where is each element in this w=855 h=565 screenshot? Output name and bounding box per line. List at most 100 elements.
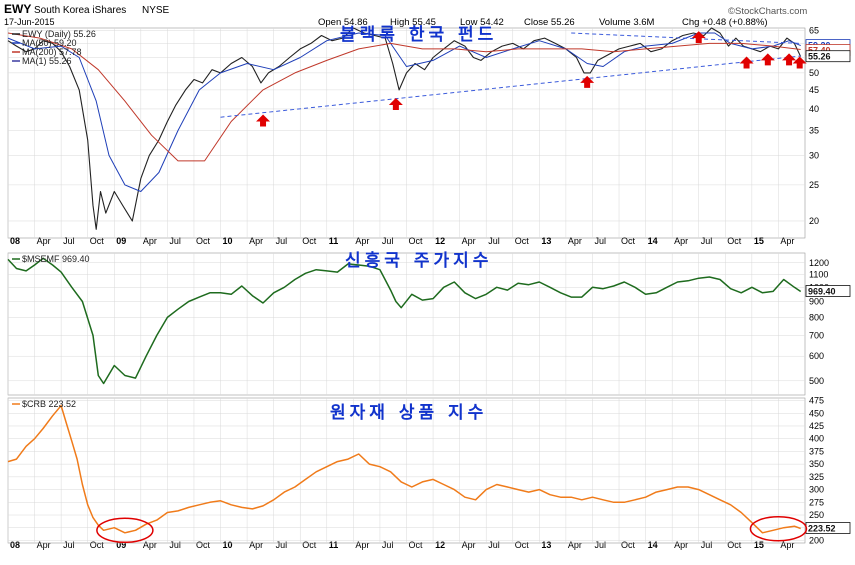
x-tick-label: Oct — [409, 236, 424, 246]
x-tick-label: Jul — [276, 540, 288, 550]
x-tick-label: 09 — [116, 236, 126, 246]
header-open: Open 54.86 — [318, 17, 368, 28]
support-arrow — [792, 56, 807, 69]
x-tick-label: Jul — [63, 540, 75, 550]
panel-title: 신흥국 주가지수 — [345, 250, 492, 271]
y-tick-label: 375 — [809, 446, 824, 456]
y-tick-label: 45 — [809, 85, 819, 95]
x-tick-label: Apr — [37, 236, 51, 246]
support-arrow — [760, 53, 775, 66]
trendline — [220, 55, 801, 118]
highlight-circle — [749, 516, 808, 542]
y-tick-label: 500 — [809, 376, 824, 386]
x-tick-label: Apr — [780, 540, 794, 550]
y-tick-label: 30 — [809, 150, 819, 160]
support-arrow — [388, 97, 403, 110]
x-tick-label: Jul — [594, 236, 606, 246]
x-tick-label: 10 — [223, 540, 233, 550]
trendline — [571, 32, 801, 44]
support-arrow — [691, 31, 706, 44]
x-tick-label: 08 — [10, 540, 20, 550]
y-tick-label: 350 — [809, 459, 824, 469]
highlight-circle — [96, 517, 154, 544]
last-value-label: 223.52 — [808, 523, 836, 533]
x-tick-label: 11 — [329, 236, 339, 246]
x-tick-label: Oct — [727, 236, 742, 246]
x-tick-label: Apr — [568, 540, 582, 550]
x-tick-label: Jul — [382, 236, 394, 246]
x-tick-label: Apr — [355, 236, 369, 246]
x-tick-label: Jul — [169, 540, 181, 550]
y-tick-label: 40 — [809, 104, 819, 114]
support-arrow — [739, 56, 754, 69]
x-tick-label: 14 — [648, 540, 658, 550]
x-tick-label: 15 — [754, 540, 764, 550]
series-line — [7, 32, 801, 162]
last-value-box — [805, 285, 851, 297]
last-value-label: 969.40 — [808, 287, 836, 297]
x-tick-label: 10 — [223, 236, 233, 246]
x-tick-label: Apr — [249, 540, 263, 550]
y-tick-label: 425 — [809, 421, 824, 431]
x-tick-label: Oct — [196, 236, 211, 246]
x-tick-label: Jul — [488, 236, 500, 246]
x-tick-label: Oct — [302, 236, 317, 246]
legend-entry: MA(200) 57.78 — [22, 47, 82, 57]
x-tick-label: Apr — [462, 540, 476, 550]
x-tick-label: Oct — [90, 236, 105, 246]
y-tick-label: 200 — [809, 535, 824, 545]
header-ticker: EWY — [4, 2, 31, 16]
x-tick-label: 14 — [648, 236, 658, 246]
x-tick-label: Jul — [488, 540, 500, 550]
y-tick-label: 450 — [809, 408, 824, 418]
last-value-box — [805, 50, 851, 63]
panel-title: 원자재 상품 지수 — [330, 403, 487, 423]
x-tick-label: 09 — [116, 540, 126, 550]
y-tick-label: 275 — [809, 497, 824, 507]
x-tick-label: 11 — [329, 540, 339, 550]
y-tick-label: 20 — [809, 216, 819, 226]
x-tick-label: Apr — [249, 236, 263, 246]
y-tick-label: 35 — [809, 126, 819, 136]
y-tick-label: 25 — [809, 180, 819, 190]
header-high: High 55.45 — [390, 17, 436, 28]
legend-entry: MA(1) 55.26 — [22, 56, 72, 66]
header-low: Low 54.42 — [460, 17, 504, 28]
x-tick-label: Jul — [594, 540, 606, 550]
x-tick-label: 15 — [754, 236, 764, 246]
x-tick-label: Oct — [196, 540, 211, 550]
y-tick-label: 600 — [809, 351, 824, 361]
brand-logo: ©StockCharts.com — [728, 6, 807, 17]
x-tick-label: Oct — [515, 540, 530, 550]
legend-entry: $CRB 223.52 — [22, 399, 76, 409]
x-tick-label: Apr — [674, 540, 688, 550]
y-tick-label: 325 — [809, 472, 824, 482]
y-tick-label: 50 — [809, 68, 819, 78]
x-tick-label: Jul — [63, 236, 75, 246]
header-volume: Volume 3.6M — [599, 17, 655, 28]
x-tick-label: 13 — [541, 236, 551, 246]
x-tick-label: Oct — [409, 540, 424, 550]
x-tick-label: Apr — [780, 236, 794, 246]
x-tick-label: Apr — [674, 236, 688, 246]
header-exchange: NYSE — [142, 5, 170, 16]
x-tick-label: Jul — [382, 540, 394, 550]
panel-title: 블랙록 한국 펀드 — [340, 25, 497, 45]
x-tick-label: Apr — [355, 540, 369, 550]
support-arrow — [782, 53, 797, 66]
x-tick-label: Oct — [727, 540, 742, 550]
last-value-label: 55.26 — [808, 52, 831, 62]
x-tick-label: Jul — [701, 236, 713, 246]
header-name: South Korea iShares — [34, 5, 126, 16]
header-close: Close 55.26 — [524, 17, 575, 28]
x-tick-label: Apr — [462, 236, 476, 246]
x-tick-label: Oct — [90, 540, 105, 550]
x-tick-label: Oct — [302, 540, 317, 550]
y-tick-label: 800 — [809, 312, 824, 322]
x-tick-label: Jul — [701, 540, 713, 550]
y-tick-label: 65 — [809, 25, 819, 35]
x-tick-label: 08 — [10, 236, 20, 246]
legend-entry: $MSEMF 969.40 — [22, 254, 90, 264]
y-tick-label: 250 — [809, 510, 824, 520]
x-tick-label: Oct — [621, 540, 636, 550]
